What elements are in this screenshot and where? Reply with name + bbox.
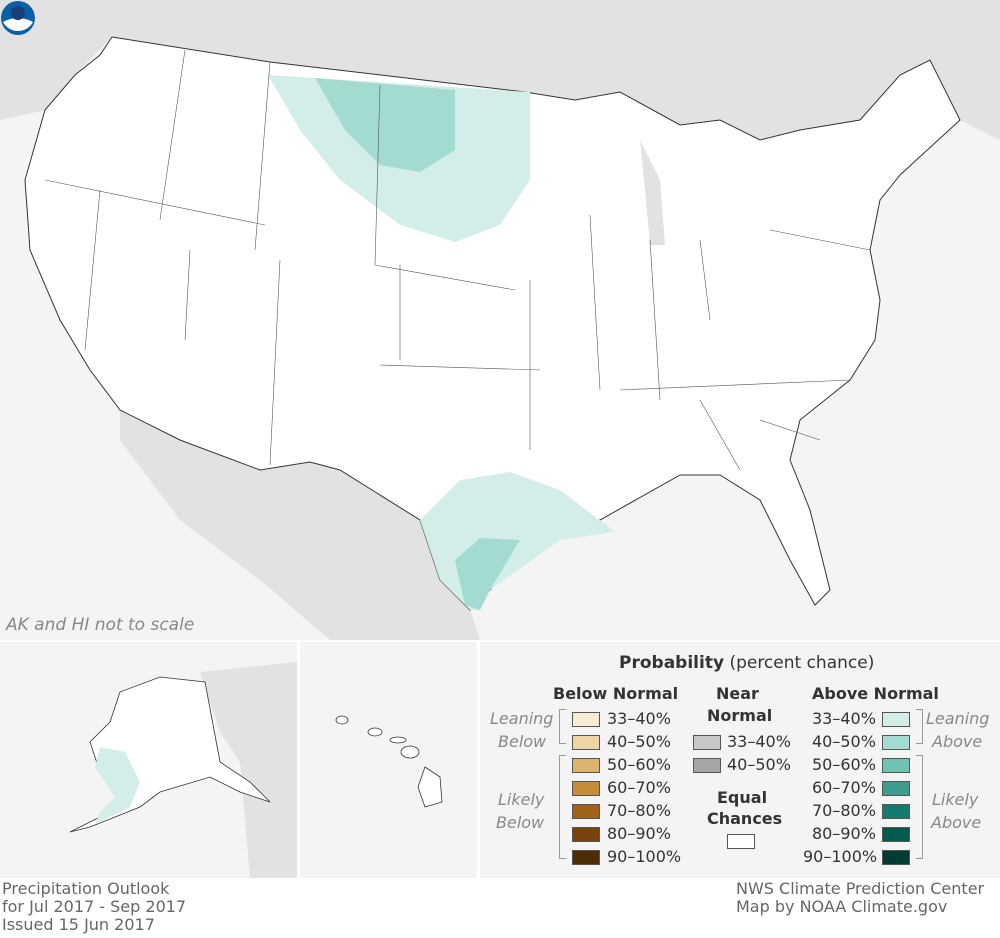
equal-header-1: Equal — [717, 788, 768, 807]
below-5-swatch — [572, 827, 600, 842]
likely-below-1: Likely — [498, 790, 545, 809]
equal-chances-swatch — [727, 834, 755, 849]
below-2-swatch — [572, 758, 600, 773]
issue-date: Issued 15 Jun 2017 — [2, 915, 155, 934]
likely-above-north-plains — [315, 78, 455, 172]
below-header: Below Normal — [553, 684, 679, 703]
state-borders — [44, 49, 871, 471]
outlook-title: Precipitation Outlook — [2, 879, 170, 898]
above-5-label: 80–90% — [812, 824, 876, 843]
below-0-label: 33–40% — [607, 709, 671, 728]
above-header: Above Normal — [812, 684, 939, 703]
near-0-swatch — [693, 735, 721, 750]
above-0-label: 33–40% — [812, 709, 876, 728]
above-0-swatch — [882, 712, 910, 727]
bracket-likely-above — [916, 755, 923, 859]
below-2-label: 50–60% — [607, 755, 671, 774]
below-3-label: 60–70% — [607, 778, 671, 797]
above-3-swatch — [882, 781, 910, 796]
bracket-likely-below — [559, 755, 566, 859]
above-1-label: 40–50% — [812, 732, 876, 751]
above-5-swatch — [882, 827, 910, 842]
noaa-logo — [1, 1, 35, 35]
likely-above-texas — [455, 538, 520, 610]
legend-title: Probability (percent chance) — [619, 653, 874, 673]
near-0-label: 33–40% — [727, 732, 791, 751]
canada-land — [0, 0, 1000, 140]
near-1-label: 40–50% — [727, 755, 791, 774]
legend: Probability (percent chance) Below Norma… — [480, 642, 1000, 878]
bracket-leaning-below — [559, 709, 566, 744]
near-1-swatch — [693, 758, 721, 773]
alaska-inset — [0, 642, 297, 878]
below-0-swatch — [572, 712, 600, 727]
below-1-swatch — [572, 735, 600, 750]
above-6-label: 90–100% — [803, 847, 878, 866]
below-1-label: 40–50% — [607, 732, 671, 751]
credit-map: Map by NOAA Climate.gov — [736, 897, 948, 916]
footer-left: Precipitation Outlook for Jul 2017 - Sep… — [2, 880, 186, 934]
outlook-period: for Jul 2017 - Sep 2017 — [2, 897, 187, 916]
scale-note: AK and HI not to scale — [6, 615, 195, 635]
legend-title-rest: (percent chance) — [729, 653, 875, 673]
near-header-1: Near — [716, 684, 759, 703]
alaska-map — [69, 662, 297, 878]
conus-map: AK and HI not to scale — [0, 0, 1000, 640]
above-6-swatch — [882, 850, 910, 865]
above-4-swatch — [882, 804, 910, 819]
leaning-above-2: Above — [932, 732, 983, 751]
near-header-2: Normal — [707, 706, 773, 725]
below-5-label: 80–90% — [607, 824, 671, 843]
above-1-swatch — [882, 735, 910, 750]
hawaii-inset — [300, 642, 477, 878]
above-4-label: 70–80% — [812, 801, 876, 820]
leaning-above-1: Leaning — [926, 709, 990, 728]
below-6-swatch — [572, 850, 600, 865]
below-4-swatch — [572, 804, 600, 819]
bracket-leaning-above — [916, 709, 923, 744]
footer-right: NWS Climate Prediction Center Map by NOA… — [736, 880, 984, 916]
likely-below-2: Below — [496, 813, 545, 832]
leaning-below-2: Below — [498, 732, 547, 751]
credit-cpc: NWS Climate Prediction Center — [736, 879, 985, 898]
below-6-label: 90–100% — [607, 847, 682, 866]
above-2-label: 50–60% — [812, 755, 876, 774]
mexico-land — [120, 410, 480, 640]
likely-above-1: Likely — [932, 790, 979, 809]
legend-title-bold: Probability — [619, 653, 725, 673]
leaning-below-1: Leaning — [490, 709, 554, 728]
equal-header-2: Chances — [707, 809, 783, 828]
below-3-swatch — [572, 781, 600, 796]
hawaii-map — [335, 715, 443, 808]
conus-outline — [24, 36, 961, 611]
likely-above-2: Above — [931, 813, 982, 832]
conus-map-svg — [0, 0, 1000, 640]
great-lakes — [640, 140, 665, 245]
above-2-swatch — [882, 758, 910, 773]
below-4-label: 70–80% — [607, 801, 671, 820]
above-3-label: 60–70% — [812, 778, 876, 797]
